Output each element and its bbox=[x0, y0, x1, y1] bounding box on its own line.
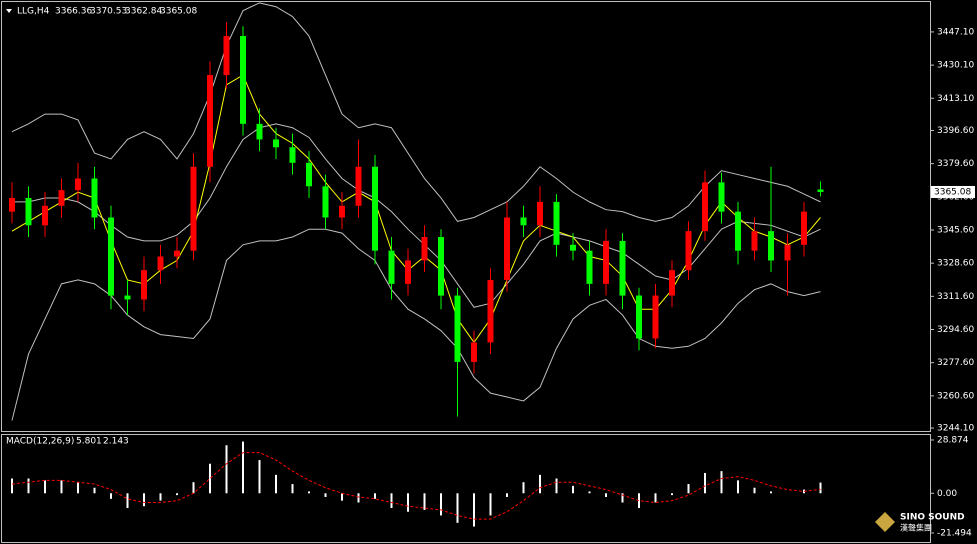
candle-body bbox=[768, 231, 774, 261]
price-marker-label: 3365.08 bbox=[934, 187, 971, 197]
y-tick-label: 3277.60 bbox=[937, 358, 974, 368]
signal-value: 2.143 bbox=[103, 437, 129, 447]
candle-body bbox=[504, 217, 510, 280]
candle-body bbox=[75, 178, 81, 191]
candle-body bbox=[636, 295, 642, 339]
candle-body bbox=[702, 182, 708, 232]
candle-body bbox=[240, 36, 246, 124]
candle-body bbox=[751, 231, 758, 251]
main-panel-frame bbox=[1, 1, 931, 432]
plot-layer: 3447.10 3430.10 3413.10 3396.60 3379.60 3362.… bbox=[9, 2, 975, 538]
candle-body bbox=[570, 244, 576, 251]
candle-body bbox=[669, 270, 675, 296]
candle-body bbox=[58, 190, 65, 206]
candle-body bbox=[652, 295, 659, 339]
candle-body bbox=[801, 211, 807, 245]
y-tick-label: -21.494 bbox=[937, 528, 972, 538]
band-upper bbox=[11, 2, 821, 222]
candle-body bbox=[784, 244, 791, 261]
candle-body bbox=[174, 250, 180, 257]
candle-body bbox=[603, 240, 609, 284]
y-tick-label: 3244.10 bbox=[937, 424, 974, 434]
y-tick-label: 3294.60 bbox=[937, 325, 974, 335]
symbol: LLG,H4 bbox=[17, 7, 50, 17]
y-tick-label: 3447.10 bbox=[937, 27, 974, 37]
high-value: 3370.53 bbox=[90, 7, 127, 17]
candle-body bbox=[372, 166, 378, 251]
low-value: 3362.84 bbox=[125, 7, 162, 17]
y-tick-label: 3430.10 bbox=[937, 61, 974, 71]
candle-body bbox=[25, 197, 32, 226]
y-tick-label: 0.00 bbox=[937, 489, 957, 499]
candle-body bbox=[223, 36, 230, 76]
candle-body bbox=[388, 250, 395, 284]
candle-body bbox=[141, 270, 147, 300]
candle-body bbox=[421, 237, 428, 261]
logo-icon bbox=[875, 512, 895, 532]
candle-body bbox=[817, 189, 824, 192]
macd-title: MACD(12,26,9) bbox=[6, 437, 74, 447]
candle-body bbox=[306, 162, 312, 187]
candle-body bbox=[124, 295, 131, 300]
y-tick-label: 3311.60 bbox=[937, 292, 974, 302]
price-marker bbox=[931, 185, 975, 198]
candle-body bbox=[207, 75, 213, 167]
candle-body bbox=[735, 211, 741, 251]
candle-body bbox=[108, 217, 114, 296]
macd-value: 5.801 bbox=[76, 437, 102, 447]
y-tick-label: 3345.60 bbox=[937, 225, 974, 235]
candle-body bbox=[339, 205, 345, 218]
y-tick-label: 3396.60 bbox=[937, 126, 974, 136]
logo: SINO SOUND 漢聲集團 bbox=[875, 512, 965, 533]
candle-body bbox=[157, 256, 164, 271]
candle-body bbox=[520, 217, 527, 226]
candle-body bbox=[355, 166, 362, 206]
logo-name: SINO SOUND bbox=[900, 513, 965, 523]
candle-body bbox=[91, 178, 98, 218]
candle-body bbox=[322, 186, 329, 218]
candle-body bbox=[487, 279, 494, 343]
open-value: 3366.36 bbox=[55, 7, 92, 17]
header: LLG,H4 3366.36 3370.53 3362.84 3365.08 M… bbox=[6, 7, 197, 447]
candle-body bbox=[454, 295, 461, 362]
y-tick-label: 3260.60 bbox=[937, 391, 974, 401]
candle-body bbox=[537, 201, 543, 226]
candle-body bbox=[685, 231, 692, 271]
candle-body bbox=[586, 250, 593, 284]
candle-body bbox=[553, 201, 560, 245]
candle-body bbox=[405, 260, 411, 284]
y-tick-label: 3328.60 bbox=[937, 259, 974, 269]
candle-body bbox=[256, 123, 263, 140]
candle-body bbox=[619, 240, 626, 296]
candle-body bbox=[9, 197, 15, 212]
candle-body bbox=[42, 205, 48, 226]
signal-line bbox=[11, 452, 821, 520]
close-value: 3365.08 bbox=[160, 7, 197, 17]
candle-body bbox=[190, 166, 197, 251]
y-tick-label: 28.874 bbox=[937, 435, 969, 445]
macd-panel-frame bbox=[1, 434, 931, 543]
candle-body bbox=[718, 182, 725, 212]
logo-subtitle: 漢聲集團 bbox=[900, 523, 932, 533]
candle-body bbox=[438, 237, 444, 296]
y-tick-label: 3379.60 bbox=[937, 159, 974, 169]
band-lower bbox=[11, 228, 821, 421]
header-arrow bbox=[6, 9, 12, 13]
candle-body bbox=[273, 139, 279, 148]
candle-body bbox=[289, 147, 296, 163]
y-tick-label: 3413.10 bbox=[937, 94, 974, 104]
candle-body bbox=[471, 342, 477, 362]
